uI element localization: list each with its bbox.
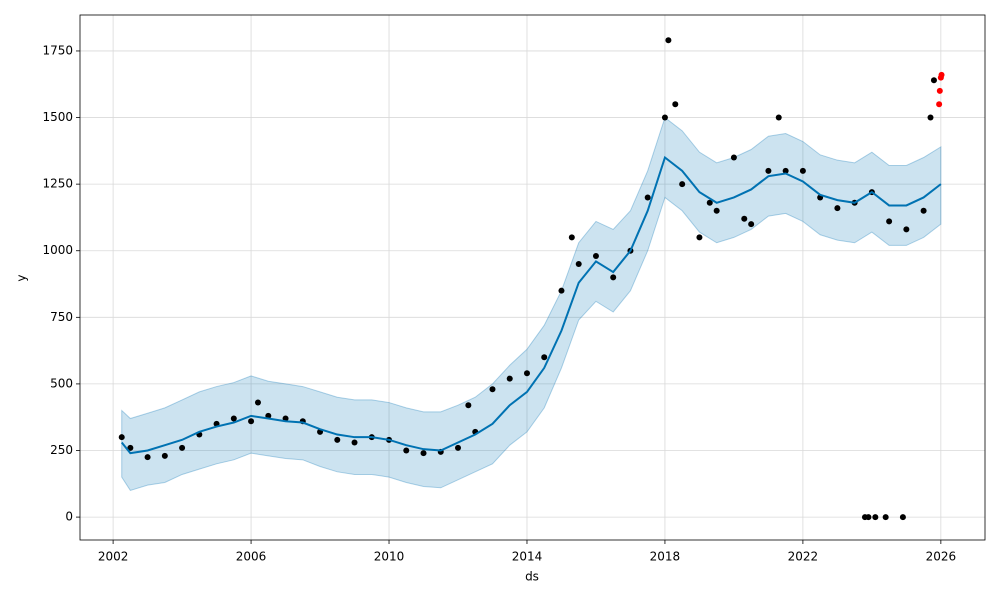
x-tick-label: 2006 [236,550,267,564]
data-point [558,287,565,294]
data-point [523,370,530,377]
plot-frame [79,14,986,541]
data-point [568,234,575,241]
data-point [230,415,237,422]
y-tick-label: 1750 [42,43,73,57]
data-point [799,167,806,174]
data-point [334,436,341,443]
data-point [927,114,934,121]
data-point [730,154,737,161]
data-point [672,101,679,108]
y-axis-label: y [15,274,29,281]
data-point [420,450,427,457]
data-point [254,399,261,406]
x-tick-label: 2014 [512,550,543,564]
data-point [661,114,668,121]
data-point [144,454,151,461]
data-point [713,207,720,214]
data-point [118,434,125,441]
data-point [351,439,358,446]
data-point [696,234,703,241]
y-tick-label: 1250 [42,177,73,191]
y-tick-label: 1500 [42,110,73,124]
data-point [872,514,879,521]
y-tick-label: 0 [65,510,73,524]
data-point [679,181,686,188]
x-tick-label: 2018 [650,550,681,564]
data-point [765,167,772,174]
data-point [455,444,462,451]
data-point [706,199,713,206]
data-point [782,167,789,174]
x-axis-label: ds [525,570,539,584]
data-point [903,226,910,233]
y-tick-label: 250 [50,443,73,457]
x-tick-label: 2002 [98,550,129,564]
data-point [775,114,782,121]
data-point [741,215,748,222]
data-point [575,261,582,268]
data-point [161,452,168,459]
data-point [865,514,872,521]
data-point [920,207,927,214]
data-point [465,402,472,409]
data-point [936,101,943,108]
data-point [886,218,893,225]
y-tick-label: 750 [50,310,73,324]
x-tick-label: 2022 [788,550,819,564]
data-point [938,71,945,78]
data-point [403,447,410,454]
data-point [248,418,255,425]
data-point [541,354,548,361]
data-point [592,253,599,260]
data-point [610,274,617,281]
forecast-line [120,155,942,455]
data-point [489,386,496,393]
x-tick-label: 2010 [374,550,405,564]
data-point [665,37,672,44]
data-point [899,514,906,521]
data-point [644,194,651,201]
data-point [179,444,186,451]
data-point [834,205,841,212]
y-tick-label: 500 [50,376,73,390]
y-tick-label: 1000 [42,243,73,257]
x-tick-label: 2026 [926,550,957,564]
uncertainty-band [121,116,942,492]
data-point [882,514,889,521]
data-point [930,77,937,84]
data-point [506,375,513,382]
data-point [936,87,943,94]
data-point [748,221,755,228]
data-point [127,444,134,451]
